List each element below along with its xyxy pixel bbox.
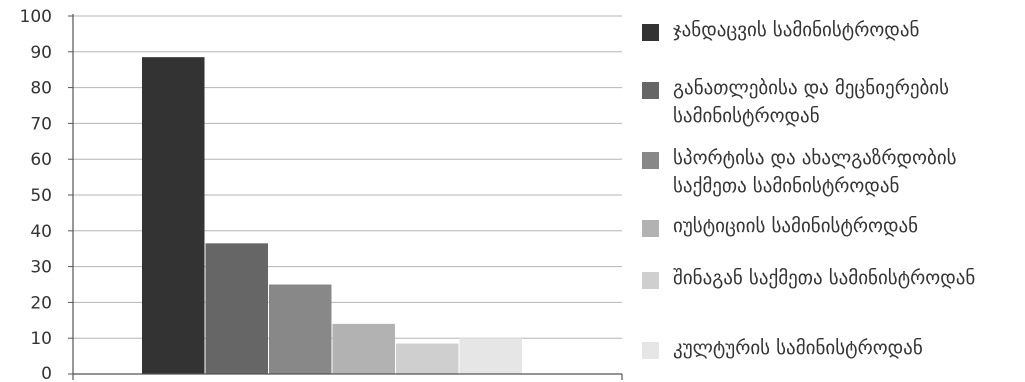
bar-2 bbox=[205, 243, 268, 374]
y-tick-label: 20 bbox=[30, 293, 52, 313]
legend-label: ჯანდაცვის სამინისტროდან bbox=[673, 19, 920, 41]
y-tick-label: 60 bbox=[30, 150, 52, 170]
y-tick-label: 100 bbox=[20, 7, 52, 27]
y-tick-label: 70 bbox=[30, 114, 52, 134]
legend-item: განათლებისა და მეცნიერების სამინისტროდან bbox=[642, 74, 1013, 130]
legend-swatch bbox=[642, 82, 659, 99]
y-tick-label: 50 bbox=[30, 186, 52, 206]
legend-label: შინაგან საქმეთა სამინისტროდან bbox=[673, 267, 976, 289]
legend-item: შინაგან საქმეთა სამინისტროდან bbox=[642, 264, 1013, 292]
bars bbox=[142, 57, 522, 375]
y-axis-ticks: 0 10 20 30 40 50 60 70 80 90 100 bbox=[20, 7, 73, 382]
y-tick-label: 10 bbox=[30, 329, 52, 349]
legend-item: ჯანდაცვის სამინისტროდან bbox=[642, 16, 1013, 44]
bar-3 bbox=[269, 284, 332, 374]
bar-chart: 0 10 20 30 40 50 60 70 80 90 100 bbox=[20, 7, 623, 382]
bar-4 bbox=[332, 323, 395, 374]
y-tick-label: 40 bbox=[30, 222, 52, 242]
legend-item: სპორტისა და ახალგაზრდობის საქმეთა სამინი… bbox=[642, 144, 1013, 200]
legend-swatch bbox=[642, 342, 659, 359]
y-tick-label: 0 bbox=[41, 364, 52, 382]
legend-swatch bbox=[642, 24, 659, 41]
legend-swatch bbox=[642, 152, 659, 169]
bar-6 bbox=[459, 338, 522, 374]
y-tick-label: 80 bbox=[30, 79, 52, 99]
y-tick-label: 30 bbox=[30, 258, 52, 278]
legend-label: სპორტისა და ახალგაზრდობის საქმეთა სამინი… bbox=[673, 147, 957, 197]
bar-5 bbox=[396, 343, 459, 374]
y-tick-label: 90 bbox=[30, 43, 52, 63]
axes bbox=[72, 14, 623, 380]
legend-label: იუსტიციის სამინისტროდან bbox=[673, 215, 919, 237]
legend-label: კულტურის სამინისტროდან bbox=[673, 337, 923, 359]
legend-swatch bbox=[642, 220, 659, 237]
legend-item: იუსტიციის სამინისტროდან bbox=[642, 212, 1013, 240]
legend-swatch bbox=[642, 272, 659, 289]
bar-1 bbox=[142, 57, 205, 375]
legend-item: კულტურის სამინისტროდან bbox=[642, 334, 1013, 362]
legend-label: განათლებისა და მეცნიერების სამინისტროდან bbox=[673, 77, 950, 127]
